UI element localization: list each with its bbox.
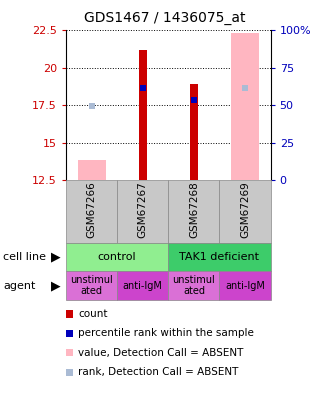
Text: GDS1467 / 1436075_at: GDS1467 / 1436075_at xyxy=(84,11,246,25)
Text: agent: agent xyxy=(3,281,36,290)
Text: anti-IgM: anti-IgM xyxy=(225,281,265,290)
Text: value, Detection Call = ABSENT: value, Detection Call = ABSENT xyxy=(78,348,244,358)
Text: ▶: ▶ xyxy=(51,279,61,292)
Bar xyxy=(139,50,147,180)
Text: percentile rank within the sample: percentile rank within the sample xyxy=(78,328,254,338)
Text: count: count xyxy=(78,309,108,319)
Bar xyxy=(190,84,198,180)
Text: unstimul
ated: unstimul ated xyxy=(70,275,113,296)
Text: rank, Detection Call = ABSENT: rank, Detection Call = ABSENT xyxy=(78,367,239,377)
Text: cell line: cell line xyxy=(3,252,46,262)
Text: GSM67266: GSM67266 xyxy=(86,181,97,238)
Text: GSM67267: GSM67267 xyxy=(138,181,148,238)
Text: ▶: ▶ xyxy=(51,251,61,264)
Bar xyxy=(231,33,259,180)
Text: GSM67269: GSM67269 xyxy=(240,181,250,238)
Text: anti-IgM: anti-IgM xyxy=(123,281,163,290)
Bar xyxy=(78,160,106,180)
Text: GSM67268: GSM67268 xyxy=(189,181,199,238)
Text: TAK1 deficient: TAK1 deficient xyxy=(180,252,259,262)
Text: unstimul
ated: unstimul ated xyxy=(173,275,215,296)
Text: control: control xyxy=(98,252,137,262)
